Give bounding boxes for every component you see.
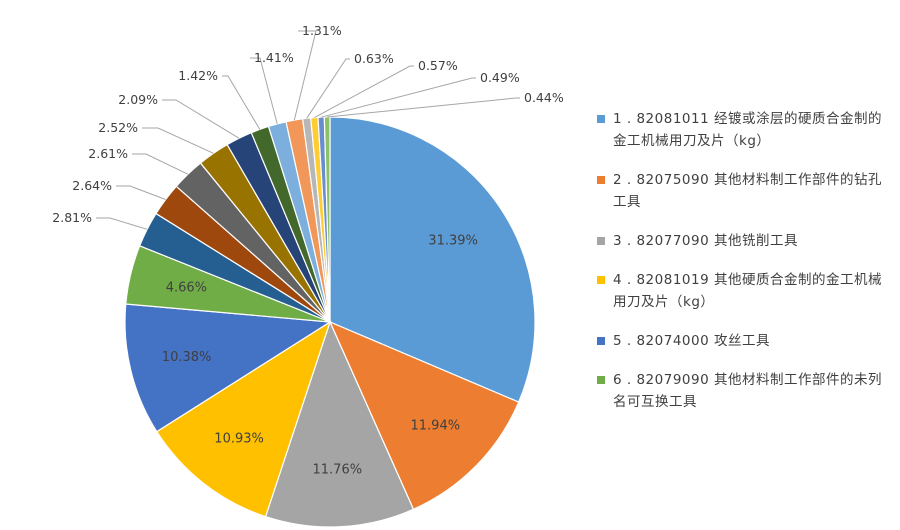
legend-entry: 1 . 82081011 经镀或涂层的硬质合金制的金工机械用刀及片（kg） bbox=[597, 108, 887, 152]
data-label: 1.31% bbox=[302, 23, 342, 38]
data-label: 0.63% bbox=[354, 51, 394, 66]
legend-label: 2 . 82075090 其他材料制工作部件的钻孔工具 bbox=[613, 172, 882, 210]
data-labels: 31.39% 11.94% 11.76% 10.93% 10.38% 4.66% 2.81%… bbox=[52, 23, 564, 477]
data-label: 11.76% bbox=[313, 462, 363, 477]
data-label: 10.93% bbox=[214, 431, 264, 446]
data-label: 0.49% bbox=[480, 70, 520, 85]
leader-line bbox=[162, 99, 240, 139]
data-label: 1.42% bbox=[178, 68, 218, 83]
leader-line bbox=[116, 185, 166, 200]
leader-line bbox=[327, 97, 520, 118]
leader-line bbox=[293, 30, 317, 121]
data-label: 4.66% bbox=[166, 281, 207, 296]
data-label: 2.52% bbox=[98, 120, 138, 135]
legend-entry: 2 . 82075090 其他材料制工作部件的钻孔工具 bbox=[597, 169, 887, 213]
legend-label: 1 . 82081011 经镀或涂层的硬质合金制的金工机械用刀及片（kg） bbox=[613, 111, 882, 149]
leader-line bbox=[96, 217, 148, 230]
pie-slice bbox=[264, 320, 415, 528]
legend-swatch bbox=[597, 176, 605, 184]
data-label: 2.81% bbox=[52, 210, 92, 225]
legend-swatch bbox=[597, 237, 605, 245]
data-label: 0.57% bbox=[418, 58, 458, 73]
data-label: 31.39% bbox=[428, 234, 478, 249]
data-label: 11.94% bbox=[411, 418, 461, 433]
legend-label: 4 . 82081019 其他硬质合金制的金工机械用刀及片（kg） bbox=[613, 272, 882, 310]
data-label: 2.61% bbox=[88, 146, 128, 161]
leader-line bbox=[321, 77, 476, 118]
legend-entry: 3 . 82077090 其他铣削工具 bbox=[597, 230, 887, 252]
data-label: 2.09% bbox=[118, 92, 158, 107]
pie-slice bbox=[124, 303, 332, 433]
leader-line bbox=[306, 58, 350, 119]
legend-swatch bbox=[597, 376, 605, 384]
data-label: 10.38% bbox=[162, 350, 212, 365]
legend-label: 6 . 82079090 其他材料制工作部件的未列名可互换工具 bbox=[613, 372, 882, 410]
data-label: 0.44% bbox=[524, 90, 564, 105]
data-label: 1.41% bbox=[254, 50, 294, 65]
legend-label: 5 . 82074000 攻丝工具 bbox=[613, 333, 770, 349]
legend-entry: 6 . 82079090 其他材料制工作部件的未列名可互换工具 bbox=[597, 369, 887, 413]
leader-line bbox=[142, 127, 214, 154]
pie-slice bbox=[329, 116, 536, 403]
pie-slice bbox=[328, 320, 520, 511]
legend-entry: 5 . 82074000 攻丝工具 bbox=[597, 330, 887, 352]
chart-legend: 1 . 82081011 经镀或涂层的硬质合金制的金工机械用刀及片（kg） 2 … bbox=[597, 108, 887, 430]
leader-line bbox=[250, 57, 278, 125]
data-label: 2.64% bbox=[72, 178, 112, 193]
leader-lines bbox=[96, 30, 520, 230]
pie-slice bbox=[155, 320, 332, 518]
legend-swatch bbox=[597, 337, 605, 345]
legend-swatch bbox=[597, 276, 605, 284]
legend-swatch bbox=[597, 115, 605, 123]
leader-line bbox=[132, 153, 189, 175]
legend-entry: 4 . 82081019 其他硬质合金制的金工机械用刀及片（kg） bbox=[597, 269, 887, 313]
leader-line bbox=[222, 75, 261, 130]
legend-label: 3 . 82077090 其他铣削工具 bbox=[613, 233, 798, 249]
leader-line bbox=[314, 65, 414, 119]
